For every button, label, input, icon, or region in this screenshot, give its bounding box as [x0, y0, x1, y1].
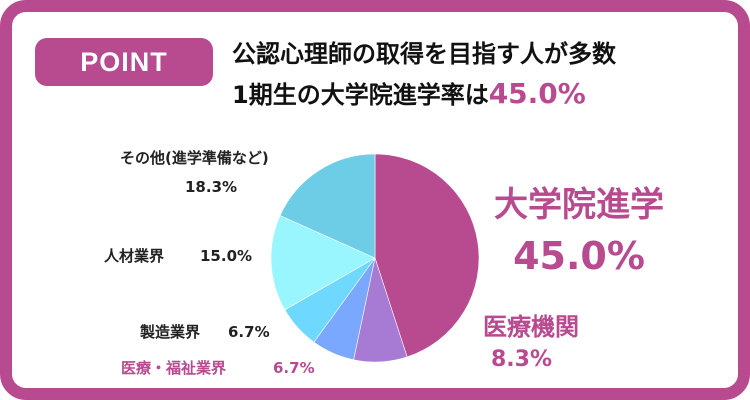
pie-slice-4: [270, 215, 376, 311]
label-manufacturing-name: 製造業界: [140, 323, 201, 341]
label-medical-institution-value: 8.3%: [491, 347, 553, 372]
headline-rate-value: 45.0%: [488, 77, 586, 110]
headline-line-1: 公認心理師の取得を目指す人が多数: [232, 40, 616, 68]
pie-slice-5: [279, 153, 376, 259]
label-other-name: その他(進学準備など): [120, 149, 269, 167]
label-medical-welfare-name: 医療・福祉業界: [121, 359, 227, 377]
point-badge: POINT: [35, 38, 213, 86]
point-badge-label: POINT: [80, 46, 168, 77]
headline-line-2: 1期生の大学院進学率は45.0%: [232, 74, 732, 115]
label-grad-school-value: 45.0%: [513, 234, 645, 278]
headline-line-2-text: 1期生の大学院進学率は: [232, 81, 489, 109]
label-medical-welfare-value: 6.7%: [273, 359, 315, 377]
pie-slice-0: [374, 153, 480, 358]
label-hr-value: 15.0%: [200, 247, 253, 265]
headline: 公認心理師の取得を目指す人が多数 1期生の大学院進学率は45.0%: [232, 34, 732, 115]
label-medical-institution-name: 医療機関: [483, 313, 579, 341]
label-manufacturing-value: 6.7%: [228, 323, 270, 341]
label-grad-school-name: 大学院進学: [494, 185, 664, 225]
label-other-value: 18.3%: [185, 178, 238, 196]
label-hr-name: 人材業界: [104, 247, 165, 265]
